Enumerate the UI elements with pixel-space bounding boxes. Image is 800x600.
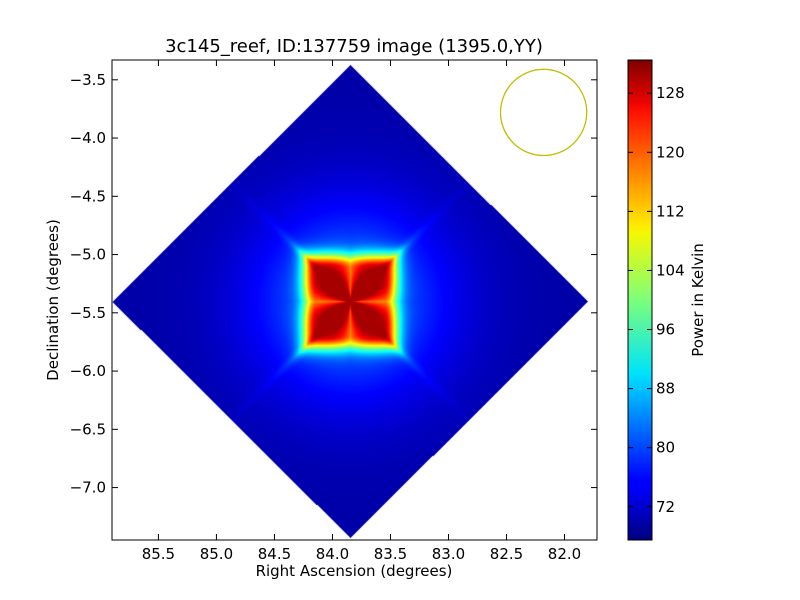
x-axis-label: Right Ascension (degrees) [256,562,453,580]
x-tick-label: 85.0 [200,545,233,563]
colorbar-frame [627,59,653,541]
x-tick-label: 84.0 [316,545,349,563]
colorbar-tick-label: 128 [656,84,685,102]
y-tick-label: −4.0 [70,129,106,147]
colorbar-tick-label: 80 [656,439,675,457]
y-axis-label: Declination (degrees) [44,219,62,381]
heatmap-image [112,60,597,540]
colorbar-tick-label: 88 [656,380,675,398]
y-tick-label: −6.0 [70,362,106,380]
x-tick-label: 83.0 [432,545,465,563]
y-tick-label: −3.5 [70,71,106,89]
colorbar-tick-label: 112 [656,202,685,220]
plot-frame [111,59,598,541]
x-tick-label: 82.0 [548,545,581,563]
x-ticks: 85.5 85.0 84.5 84.0 83.5 83.0 82.5 82.0 [142,60,581,563]
plot-area: 85.5 85.0 84.5 84.0 83.5 83.0 82.5 82.0 −3.5 −4.… [70,59,598,563]
colorbar-tick-label: 96 [656,321,675,339]
y-tick-label: −5.0 [70,246,106,264]
x-tick-label: 85.5 [142,545,175,563]
colorbar-label: Power in Kelvin [689,243,707,357]
y-tick-label: −7.0 [70,479,106,497]
y-tick-label: −5.5 [70,304,106,322]
x-tick-label: 82.5 [490,545,523,563]
colorbar-tick-label: 72 [656,498,675,516]
y-tick-label: −6.5 [70,420,106,438]
beam-circle [499,68,588,157]
colorbar-ticks: 72 80 88 96 104 112 120 128 [628,84,685,516]
x-tick-label: 84.5 [258,545,291,563]
colorbar-tick-label: 104 [656,261,685,279]
heatmap-raster [112,60,597,540]
colorbar-gradient [628,60,652,540]
y-ticks: −3.5 −4.0 −4.5 −5.0 −5.5 −6.0 −6.5 −7.0 [70,71,597,497]
x-tick-label: 83.5 [374,545,407,563]
colorbar-tick-label: 120 [656,143,685,161]
colorbar: 72 80 88 96 104 112 120 128 Power in Kelvin [627,59,707,541]
chart-title: 3c145_reef, ID:137759 image (1395.0,YY) [165,36,543,57]
y-tick-label: −4.5 [70,187,106,205]
